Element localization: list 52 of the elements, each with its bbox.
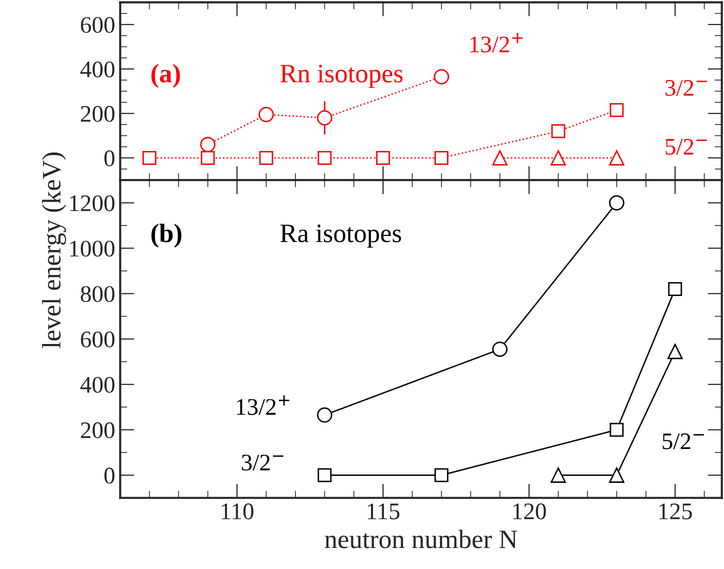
x-axis-title: neutron number N	[324, 530, 518, 548]
y-tick-label: 800	[80, 286, 114, 302]
y-tick-label: 1000	[70, 240, 114, 257]
y-axis-title: level energy (keV)	[42, 152, 66, 348]
series-label: 13/2$^{+}$	[470, 32, 523, 52]
point	[492, 342, 508, 357]
point	[667, 344, 683, 360]
point	[142, 150, 156, 165]
annotation: Ra isotopes	[280, 224, 402, 248]
point	[610, 103, 624, 118]
point	[259, 150, 274, 165]
point	[550, 468, 566, 483]
x-tick-label: 120	[513, 503, 546, 520]
point	[668, 282, 682, 296]
x-tick-label: 110	[222, 503, 254, 520]
series-label: 5/2$^{−}$	[662, 433, 704, 450]
annotation: Rn isotopes	[280, 64, 403, 88]
point	[434, 150, 448, 165]
y-tick-label: 600	[80, 331, 114, 348]
point	[200, 136, 216, 152]
y-tick-label: 1200	[70, 195, 114, 212]
point	[609, 150, 624, 166]
annotation: (a)	[151, 64, 180, 88]
point	[492, 150, 508, 166]
y-tick-label: 400	[80, 61, 114, 78]
point	[610, 422, 624, 437]
point	[316, 110, 332, 126]
point	[376, 150, 390, 165]
point	[316, 407, 332, 423]
y-tick-label: 200	[80, 422, 114, 438]
x-tick-label: 125	[659, 503, 692, 520]
series-label: 3/2$^{−}$	[666, 80, 707, 96]
point	[434, 468, 448, 482]
point	[200, 150, 215, 165]
point	[318, 468, 332, 482]
y-tick-label: 0	[104, 150, 114, 166]
point	[550, 150, 566, 166]
y-tick-label: 600	[80, 17, 114, 33]
x-tick-label: 115	[368, 504, 400, 520]
point	[551, 124, 566, 138]
point	[609, 195, 624, 210]
y-tick-label: 0	[104, 468, 114, 484]
point	[258, 106, 274, 122]
series-label: 5/2$^{−}$	[666, 138, 707, 155]
point	[609, 468, 624, 483]
point	[318, 150, 332, 165]
series-label: 3/2$^{−}$	[242, 454, 284, 471]
series-label: 13/2$^{+}$	[237, 395, 290, 415]
point	[434, 69, 450, 84]
y-tick-label: 200	[80, 106, 114, 122]
annotation: (b)	[151, 224, 182, 248]
y-tick-label: 400	[80, 376, 114, 393]
